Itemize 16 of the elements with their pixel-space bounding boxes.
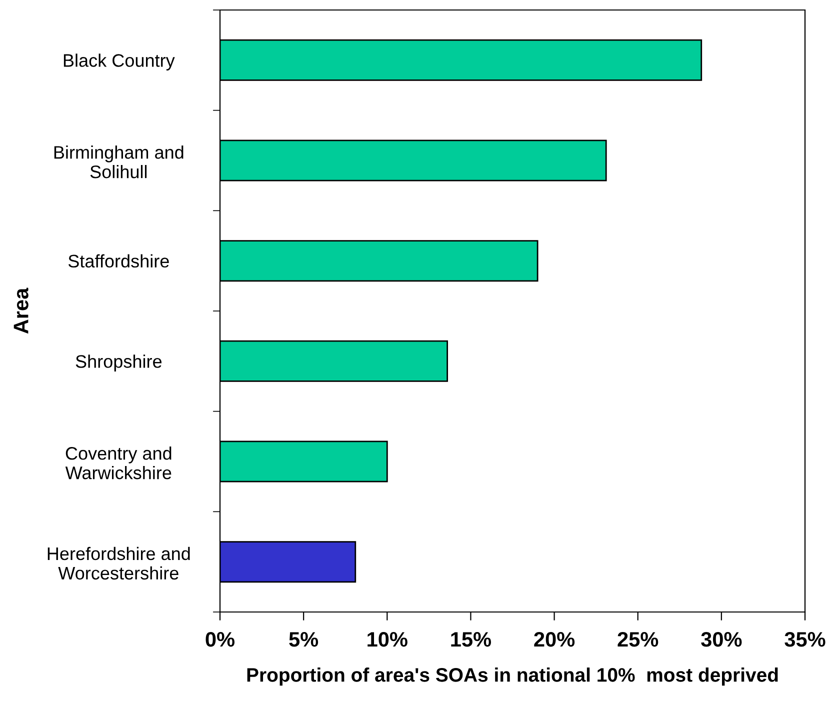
x-tick-label: 10% — [368, 632, 408, 647]
x-tick-label: 0% — [206, 632, 235, 647]
y-tick-label: Shropshire — [76, 354, 162, 372]
x-axis-title: Proportion of area's SOAs in national 10% most deprived — [247, 668, 778, 686]
x-tick-label: 5% — [289, 632, 318, 647]
y-tick-label: Birmingham and Solihull — [54, 146, 184, 178]
x-tick-label: 25% — [618, 632, 658, 647]
y-tick-label: Staffordshire — [68, 254, 169, 268]
x-tick-label: 35% — [784, 632, 826, 647]
x-tick-label: 15% — [451, 632, 492, 647]
x-tick-label: 30% — [701, 632, 742, 647]
y-tick-label: Black Country — [64, 54, 175, 70]
y-axis-title: Area — [14, 288, 28, 334]
y-tick-label: Herefordshire and Worcestershire — [48, 546, 190, 580]
x-tick-label: 20% — [534, 632, 575, 647]
y-tick-label: Coventry and Warwickshire — [65, 446, 172, 480]
